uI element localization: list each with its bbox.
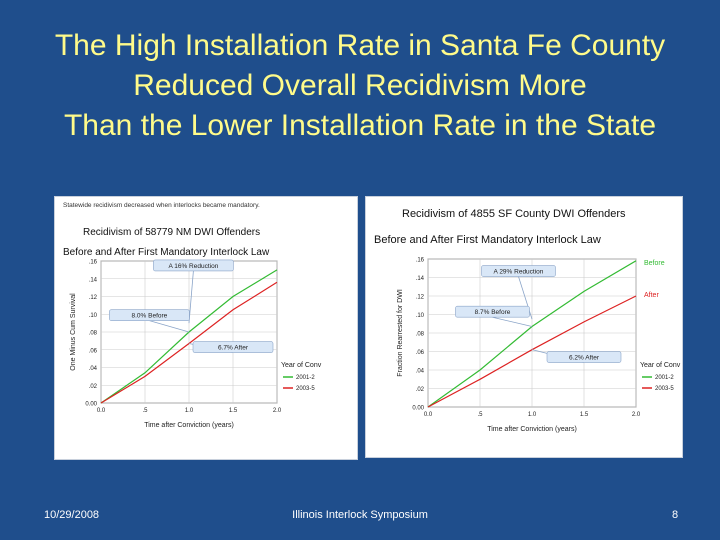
y-tick-label: .06 xyxy=(416,350,425,356)
chart-note: Statewide recidivism decreased when inte… xyxy=(63,202,260,209)
callout-box xyxy=(192,341,274,353)
y-tick-label: .16 xyxy=(416,258,425,264)
callout-box xyxy=(481,265,556,277)
legend-entry: 2001-2 xyxy=(296,375,315,381)
callout-box xyxy=(153,259,234,272)
footer-event: Illinois Interlock Symposium xyxy=(292,509,428,521)
y-tick-label: .08 xyxy=(416,332,425,338)
y-tick-label: .10 xyxy=(89,313,98,319)
callout-label: 6.7% After xyxy=(218,345,249,352)
y-tick-label: .08 xyxy=(89,331,98,337)
x-tick-label: .5 xyxy=(477,412,483,418)
x-axis-label: Time after Conviction (years) xyxy=(144,422,234,429)
x-tick-label: 2.0 xyxy=(632,412,641,418)
legend-entry: 2003-5 xyxy=(655,386,674,392)
y-tick-label: .14 xyxy=(416,276,425,282)
y-tick-label: .04 xyxy=(89,366,98,372)
callout-box xyxy=(546,351,622,363)
legend-entry: 2003-5 xyxy=(296,386,315,392)
legend-title: Year of Conv xyxy=(640,362,681,369)
chart-title: Recidivism of 4855 SF County DWI Offende… xyxy=(402,208,626,220)
slide-title: The High Installation Rate in Santa Fe C… xyxy=(10,26,710,146)
y-tick-label: .12 xyxy=(89,295,98,301)
callout-box xyxy=(109,309,190,321)
footer-date: 10/29/2008 xyxy=(44,509,100,521)
title-line-2: Reduced Overall Recidivism More xyxy=(133,69,587,102)
title-line-3: Than the Lower Installation Rate in the … xyxy=(63,109,657,142)
chart-title: Recidivism of 58779 NM DWI Offenders xyxy=(83,227,260,238)
y-tick-label: .10 xyxy=(416,313,425,319)
y-tick-label: .02 xyxy=(416,387,425,393)
callout-label: 8.7% Before xyxy=(475,309,511,316)
chart-subtitle: Before and After First Mandatory Interlo… xyxy=(374,234,601,246)
x-tick-label: 1.0 xyxy=(185,408,194,414)
callout-box xyxy=(455,305,530,318)
callout-label: A 16% Reduction xyxy=(168,263,218,270)
x-tick-label: 2.0 xyxy=(273,408,282,414)
y-tick-label: 0.00 xyxy=(412,406,424,412)
x-tick-label: .5 xyxy=(142,408,148,414)
callout-pointer xyxy=(492,316,533,327)
callout-label: 8.0% Before xyxy=(132,313,168,320)
legend-title: Year of Conv xyxy=(281,362,322,369)
callout-label: A 29% Reduction xyxy=(494,269,544,276)
y-tick-label: .06 xyxy=(89,348,98,354)
y-axis-label: One Minus Cum Survival xyxy=(70,293,77,371)
sf-recidivism-chart: Recidivism of 4855 SF County DWI Offende… xyxy=(374,208,681,433)
series-side-label: Before xyxy=(644,260,665,267)
y-tick-label: .14 xyxy=(89,277,98,283)
y-tick-label: .16 xyxy=(89,260,98,266)
x-tick-label: 1.5 xyxy=(580,412,589,418)
y-tick-label: .04 xyxy=(416,369,425,375)
y-tick-label: .02 xyxy=(89,384,98,390)
series-side-label: After xyxy=(644,292,659,299)
nm-recidivism-chart-panel: Statewide recidivism decreased when inte… xyxy=(54,196,358,460)
x-tick-label: 1.5 xyxy=(229,408,238,414)
footer-page-number: 8 xyxy=(672,509,679,521)
x-tick-label: 0.0 xyxy=(97,408,106,414)
callout-label: 6.2% After xyxy=(569,355,600,362)
legend-entry: 2001-2 xyxy=(655,375,674,381)
sf-recidivism-chart-panel: Recidivism of 4855 SF County DWI Offende… xyxy=(365,196,683,458)
chart-subtitle: Before and After First Mandatory Interlo… xyxy=(63,247,270,258)
y-axis-label: Fraction Rearrested for DWI xyxy=(397,289,404,377)
y-tick-label: 0.00 xyxy=(85,402,97,408)
x-tick-label: 0.0 xyxy=(424,412,433,418)
nm-recidivism-chart: Statewide recidivism decreased when inte… xyxy=(63,202,322,429)
y-tick-label: .12 xyxy=(416,295,425,301)
callout-pointer xyxy=(188,270,194,324)
title-line-1: The High Installation Rate in Santa Fe C… xyxy=(54,29,666,62)
after-series-line xyxy=(100,281,278,404)
x-axis-label: Time after Conviction (years) xyxy=(487,426,577,433)
callout-pointer xyxy=(149,320,190,333)
x-tick-label: 1.0 xyxy=(528,412,537,418)
